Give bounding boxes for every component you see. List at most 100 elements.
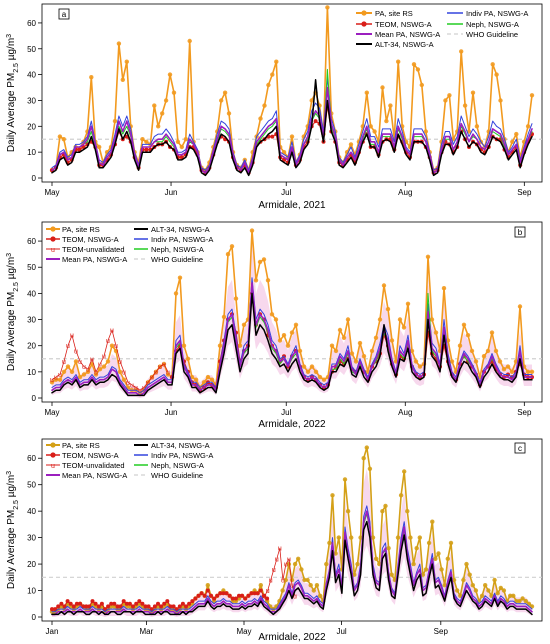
point-teom: [227, 593, 232, 598]
point-teom-unvalidated: u: [114, 343, 118, 350]
point-pa: [349, 535, 354, 540]
point-pa: [495, 591, 500, 596]
x-tick-label: Jan: [46, 627, 59, 636]
point-pa: [308, 583, 313, 588]
point-teom: [106, 604, 111, 609]
point-pa: [165, 372, 171, 377]
point-teom-unvalidated: u: [66, 343, 70, 350]
y-tick-label: 0: [32, 174, 37, 183]
point-pa: [175, 139, 181, 144]
legend-item-teom: TEOM, NSWG-A: [356, 20, 432, 29]
point-pa: [423, 567, 429, 572]
point-teom: [252, 591, 257, 596]
point-pa: [409, 348, 415, 354]
point-teom: [68, 601, 73, 606]
point-pa: [217, 343, 223, 348]
point-pa: [415, 67, 421, 72]
svg-text:TEOM-unvalidated: TEOM-unvalidated: [62, 461, 125, 470]
y-tick-label: 40: [27, 289, 36, 298]
point-pa: [171, 90, 177, 95]
legend-item-who: WHO Guideline: [447, 30, 518, 39]
svg-text:ALT-34, NSWG-A: ALT-34, NSWG-A: [375, 40, 434, 49]
point-pa: [305, 369, 311, 374]
x-axis-label: Armidale, 2022: [258, 632, 326, 643]
point-teom: [65, 599, 70, 604]
legend-item-alt34: ALT-34, NSWG-A: [356, 40, 434, 49]
point-teom-unvalidated: u: [142, 385, 146, 392]
point-pa: [442, 583, 447, 588]
point-teom: [233, 596, 238, 601]
point-pa: [93, 372, 99, 377]
y-tick-label: 40: [27, 71, 36, 80]
point-teom: [152, 604, 157, 609]
svg-text:TEOM, NSWG-A: TEOM, NSWG-A: [62, 451, 119, 460]
svg-text:TEOM-unvalidated: TEOM-unvalidated: [62, 245, 125, 254]
point-pa: [381, 283, 387, 288]
point-pa: [436, 551, 441, 556]
legend: PA, site RS TEOM, NSWG-A u TEOM-unvalida…: [46, 441, 213, 480]
legend-item-neph: Neph, NSWG-A: [134, 461, 204, 470]
point-teom-unvalidated: u: [146, 380, 150, 387]
point-pa: [341, 335, 347, 340]
point-pa: [349, 351, 355, 356]
point-teom: [221, 591, 226, 596]
point-pa: [283, 577, 288, 583]
point-pa: [388, 103, 393, 108]
point-teom-unvalidated: u: [122, 369, 126, 376]
point-pa: [389, 572, 394, 577]
point-pa: [458, 593, 463, 598]
svg-text:Neph, NSWG-A: Neph, NSWG-A: [466, 20, 519, 29]
y-tick-label: 50: [27, 481, 36, 490]
point-pa: [140, 137, 145, 142]
point-teom: [215, 593, 220, 598]
point-pa: [302, 577, 307, 583]
point-teom-unvalidated: u: [62, 359, 66, 366]
plot-frame: [41, 221, 543, 403]
legend: PA, site RS TEOM, NSWG-A Mean PA, NSWG-A…: [356, 9, 528, 49]
point-teom-unvalidated: u: [58, 372, 62, 379]
point-teom: [224, 591, 229, 596]
point-teom: [124, 601, 129, 606]
legend-item-indiv-pa: Indiv PA, NSWG-A: [134, 235, 213, 244]
point-pa: [385, 306, 391, 312]
series-line-teomu: [261, 547, 296, 599]
svg-text:WHO Guideline: WHO Guideline: [151, 471, 203, 480]
legend-item-mean-pa: Mean PA, NSWG-A: [46, 471, 127, 480]
point-teom: [240, 593, 245, 598]
point-teom-unvalidated: u: [94, 369, 98, 376]
point-teom: [205, 588, 210, 593]
point-pa: [97, 367, 103, 372]
point-pa: [101, 364, 107, 369]
panel-c: c Daily Average PM2.5 µg/m3 Armidale, 20…: [6, 438, 543, 643]
legend-item-pa: PA, site RS: [356, 9, 413, 18]
point-teom-unvalidated: u: [50, 377, 54, 384]
point-teom: [165, 599, 170, 604]
point-teom: [162, 601, 167, 606]
point-teom-unvalidated: u: [266, 588, 270, 595]
point-pa: [447, 93, 452, 98]
point-pa: [493, 348, 499, 354]
point-teom: [71, 604, 76, 609]
point-pa: [89, 75, 94, 80]
point-teom-unvalidated: u: [86, 367, 90, 374]
point-teom: [99, 601, 104, 606]
point-teom: [261, 593, 266, 598]
y-tick-label: 20: [27, 342, 36, 351]
point-teom-unvalidated: u: [78, 359, 82, 366]
y-tick-label: 30: [27, 316, 36, 325]
point-pa: [261, 257, 267, 262]
panel-b: b Daily Average PM2.5 µg/m3 Armidale, 20…: [6, 221, 543, 430]
point-pa: [85, 369, 91, 374]
point-teom: [77, 147, 82, 152]
point-pa: [469, 348, 475, 354]
point-teom-unvalidated: u: [74, 348, 78, 355]
plot-frame: [41, 438, 543, 622]
point-pa: [443, 98, 448, 103]
x-tick-label: Jul: [336, 627, 346, 636]
point-pa: [417, 535, 422, 540]
point-pa: [525, 369, 531, 374]
point-pa: [479, 593, 485, 598]
point-pa: [417, 364, 423, 369]
point-pa: [61, 137, 66, 142]
point-pa: [509, 369, 515, 374]
